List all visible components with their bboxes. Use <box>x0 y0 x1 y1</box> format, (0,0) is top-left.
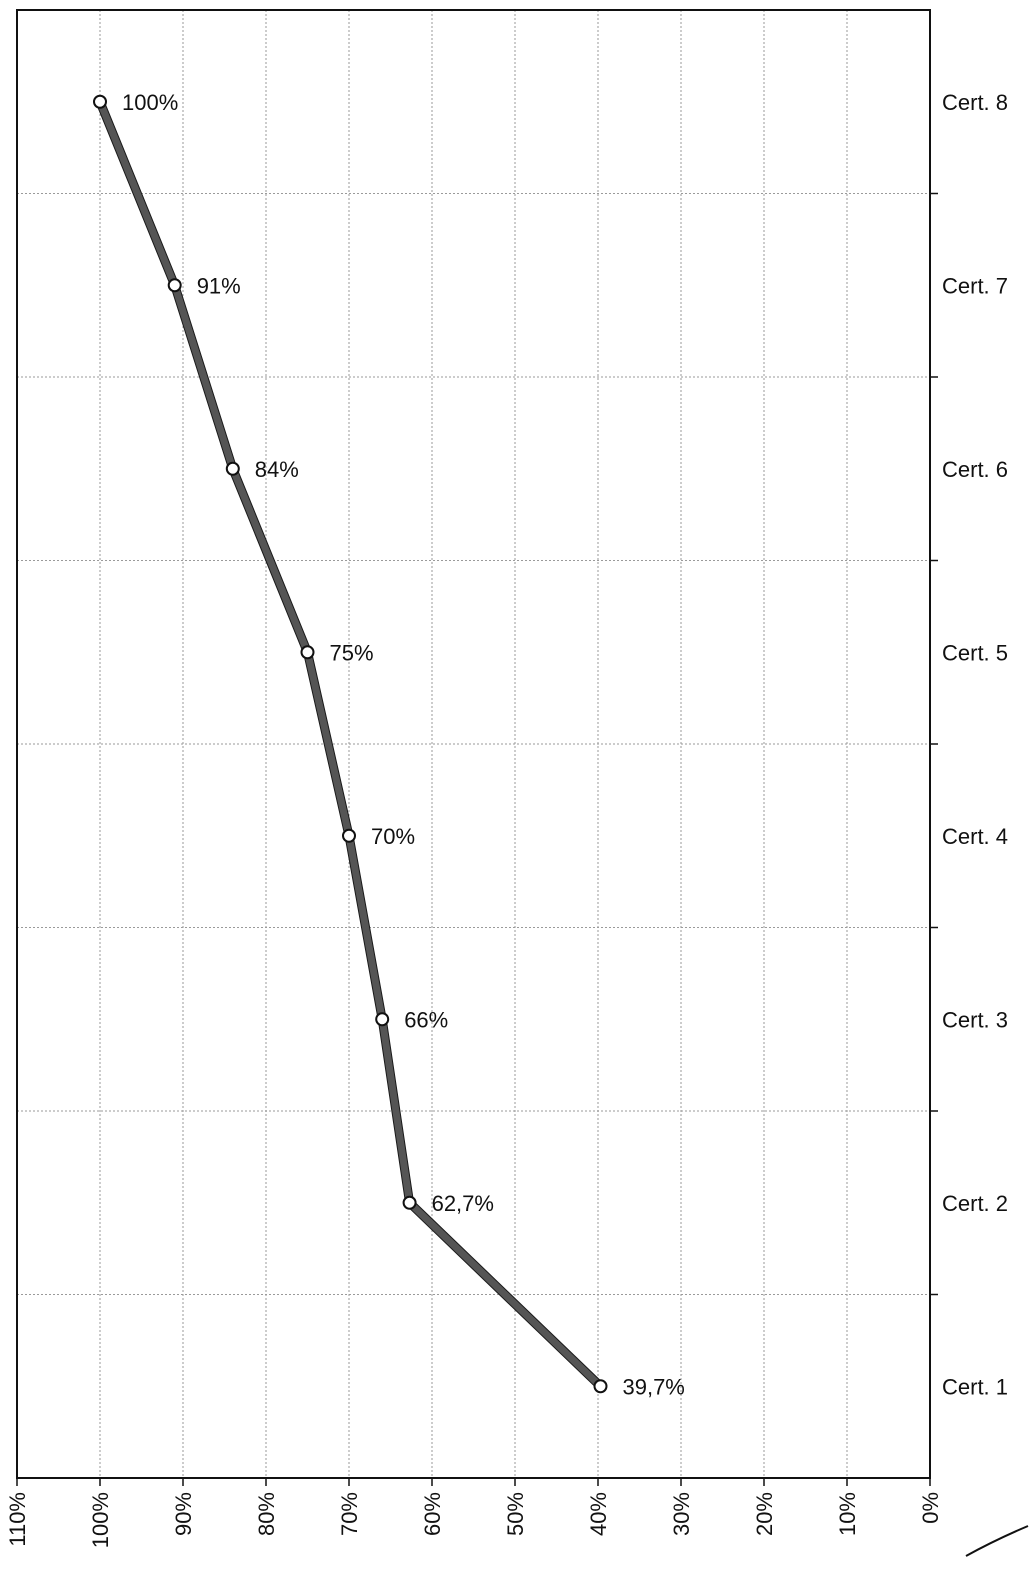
data-label: 75% <box>330 640 374 665</box>
category-label: Cert. 1 <box>942 1374 1008 1399</box>
data-point <box>375 1012 390 1027</box>
pen-stroke-mark <box>965 1525 1029 1557</box>
x-tick-label: 40% <box>586 1492 611 1536</box>
series-layer <box>93 94 608 1394</box>
data-label: 62,7% <box>432 1191 494 1216</box>
x-tick-label: 0% <box>918 1492 943 1524</box>
data-point <box>167 278 182 293</box>
data-label: 84% <box>255 457 299 482</box>
x-tick-label: 20% <box>752 1492 777 1536</box>
category-label: Cert. 4 <box>942 824 1008 849</box>
data-point <box>93 94 107 109</box>
x-tick-label: 30% <box>669 1492 694 1536</box>
data-point <box>225 461 240 476</box>
data-point <box>300 645 315 660</box>
grid-layer <box>17 10 930 1478</box>
x-tick-labels: 110% 100% 90% 80% 70% 60% 50% 40% 30% 20% 10% 0% <box>5 1492 943 1548</box>
data-label: 66% <box>404 1007 448 1032</box>
category-label: Cert. 2 <box>942 1191 1008 1216</box>
category-label: Cert. 7 <box>942 273 1008 298</box>
data-point <box>593 1379 608 1394</box>
category-label: Cert. 5 <box>942 640 1008 665</box>
category-labels: Cert. 8 Cert. 7 Cert. 6 Cert. 5 Cert. 4 Cert.… <box>942 90 1008 1400</box>
data-label: 70% <box>371 824 415 849</box>
x-tick-label: 60% <box>420 1492 445 1536</box>
category-label: Cert. 6 <box>942 457 1008 482</box>
category-label: Cert. 3 <box>942 1007 1008 1032</box>
data-label: 100% <box>122 90 178 115</box>
data-labels: 100% 91% 84% 75% 70% 66% 62,7% 39,7% <box>122 90 685 1400</box>
data-label: 39,7% <box>622 1374 684 1399</box>
tick-marks <box>16 192 938 1486</box>
data-point <box>342 828 356 843</box>
x-tick-label: 100% <box>88 1492 113 1548</box>
x-tick-label: 80% <box>254 1492 279 1536</box>
x-tick-label: 110% <box>5 1492 30 1547</box>
x-tick-label: 70% <box>337 1492 362 1536</box>
data-point <box>402 1195 417 1210</box>
data-label: 91% <box>197 273 241 298</box>
x-tick-label: 10% <box>835 1492 860 1536</box>
x-tick-label: 50% <box>503 1492 528 1536</box>
series-line <box>96 98 604 1390</box>
category-label: Cert. 8 <box>942 90 1008 115</box>
x-tick-label: 90% <box>171 1492 196 1536</box>
